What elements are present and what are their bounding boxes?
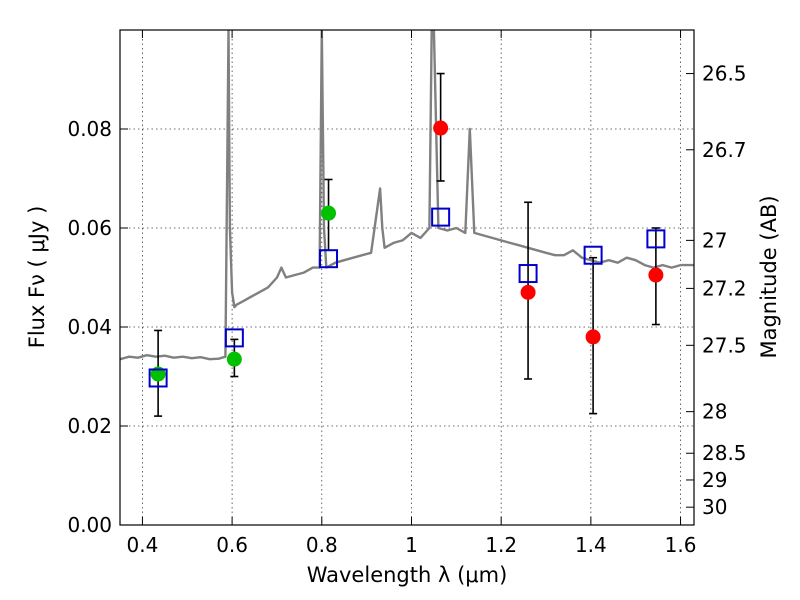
model-photometry-point: [319, 249, 339, 269]
x-tick-label: 1.4: [575, 533, 607, 557]
x-axis: 0.4 0.6 0.8 1 1.2 1.4 1.6: [127, 30, 697, 557]
observed-red-point: [520, 284, 536, 300]
y-tick-label: 0.02: [67, 414, 112, 438]
y2-tick-label: 26.5: [702, 62, 747, 86]
y-axis-left: 0.00 0.02 0.04 0.06 0.08: [67, 117, 128, 537]
y-tick-label: 0.00: [67, 513, 112, 537]
plot-frame: [119, 29, 695, 526]
model-spectrum-line: [120, 30, 694, 361]
observed-green-point: [226, 351, 242, 367]
model-photometry-point: [224, 328, 244, 348]
y2-tick-label: 28.5: [702, 441, 747, 465]
y2-tick-label: 30: [702, 495, 727, 519]
series-layer: [120, 30, 694, 417]
x-tick-label: 0.8: [306, 533, 338, 557]
x-tick-label: 0.4: [127, 533, 159, 557]
y-axis-label: Flux Fν ( μJy ): [25, 206, 49, 349]
y2-tick-label: 27.2: [702, 276, 747, 300]
y-tick-label: 0.08: [67, 117, 112, 141]
x-tick-label: 1: [405, 533, 418, 557]
y-tick-label: 0.04: [67, 315, 112, 339]
model-photometry-point: [148, 368, 168, 388]
x-tick-label: 1.2: [485, 533, 517, 557]
observed-green-point: [321, 205, 337, 221]
observed-red-point: [585, 329, 601, 345]
model-photometry-point: [583, 245, 603, 265]
y2-axis-label: Magnitude (AB): [757, 195, 781, 358]
y2-tick-label: 27.5: [702, 333, 747, 357]
y2-tick-label: 27: [702, 228, 727, 252]
plot-area: [120, 30, 694, 417]
model-photometry-point: [431, 207, 451, 227]
y-axis-right: 26.5 26.7 27 27.2 27.5 28 28.5 29 30: [686, 62, 747, 519]
y2-tick-label: 29: [702, 468, 727, 492]
observed-red-point: [433, 120, 449, 136]
y2-tick-label: 26.7: [702, 138, 747, 162]
x-axis-label: Wavelength λ (μm): [307, 563, 508, 587]
x-tick-label: 0.6: [216, 533, 248, 557]
y2-tick-label: 28: [702, 400, 727, 424]
x-tick-label: 1.6: [665, 533, 697, 557]
model-photometry-point: [518, 264, 538, 284]
y-tick-label: 0.06: [67, 216, 112, 240]
observed-red-point: [648, 267, 664, 283]
model-photometry-point: [646, 229, 666, 249]
grid-lines: [120, 30, 694, 525]
